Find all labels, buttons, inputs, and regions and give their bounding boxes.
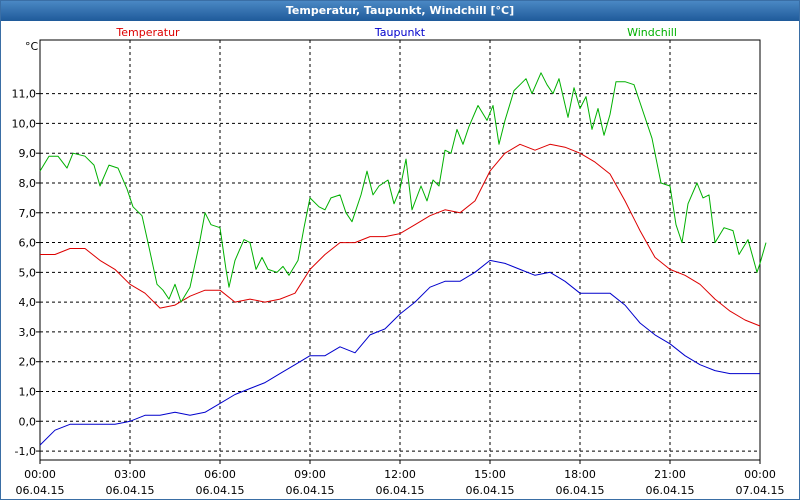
x-tick-time-label: 15:00 (474, 468, 506, 481)
legend: Temperatur Taupunkt Windchill (115, 26, 677, 39)
x-tick-time-label: 03:00 (114, 468, 146, 481)
legend-temperatur: Temperatur (115, 26, 180, 39)
x-axis: 00:00 06.04.15 03:00 06.04.15 06:00 06.04.15 0… (16, 460, 785, 497)
x-tick-date-label: 06.04.15 (286, 484, 335, 497)
x-tick-date-label: 06.04.15 (376, 484, 425, 497)
x-tick-date-label: 06.04.15 (466, 484, 515, 497)
y-tick-label: 4,0 (19, 296, 37, 309)
x-tick-date-label: 06.04.15 (16, 484, 65, 497)
legend-taupunkt: Taupunkt (374, 26, 426, 39)
x-tick-time-label: 21:00 (654, 468, 686, 481)
legend-windchill: Windchill (627, 26, 677, 39)
y-axis: °C -1,0 0,0 1,0 2,0 3,0 4,0 5,0 6,0 7,0 8,0 9,0 10,… (12, 40, 40, 458)
x-tick-date-label: 07.04.15 (736, 484, 785, 497)
x-tick-time-label: 12:00 (384, 468, 416, 481)
x-tick-date-label: 06.04.15 (196, 484, 245, 497)
y-tick-label: 1,0 (19, 385, 37, 398)
series-lines (39, 72, 767, 446)
series-line-taupunkt (39, 259, 760, 446)
y-tick-label: 11,0 (12, 88, 37, 101)
x-tick-date-label: 06.04.15 (646, 484, 695, 497)
y-tick-label: 3,0 (19, 326, 37, 339)
series-line-temperatur (40, 143, 761, 327)
x-tick-time-label: 00:00 (24, 468, 56, 481)
y-axis-unit-label: °C (25, 40, 39, 53)
y-tick-label: 2,0 (19, 356, 37, 369)
chart-title: Temperatur, Taupunkt, Windchill [°C] (1, 1, 799, 21)
x-tick-time-label: 00:00 (744, 468, 776, 481)
x-tick-time-label: 06:00 (204, 468, 236, 481)
y-tick-label: 0,0 (19, 415, 37, 428)
y-tick-label: 5,0 (19, 266, 37, 279)
x-tick-date-label: 06.04.15 (106, 484, 155, 497)
series-line-windchill (39, 72, 767, 303)
x-tick-time-label: 18:00 (564, 468, 596, 481)
y-tick-label: 10,0 (12, 117, 37, 130)
x-tick-time-label: 09:00 (294, 468, 326, 481)
y-tick-label: 7,0 (19, 207, 37, 220)
x-tick-date-label: 06.04.15 (556, 484, 605, 497)
y-tick-label: -1,0 (15, 445, 36, 458)
y-tick-label: 6,0 (19, 237, 37, 250)
y-tick-label: 9,0 (19, 147, 37, 160)
y-tick-label: 8,0 (19, 177, 37, 190)
grid-lines (40, 40, 760, 460)
